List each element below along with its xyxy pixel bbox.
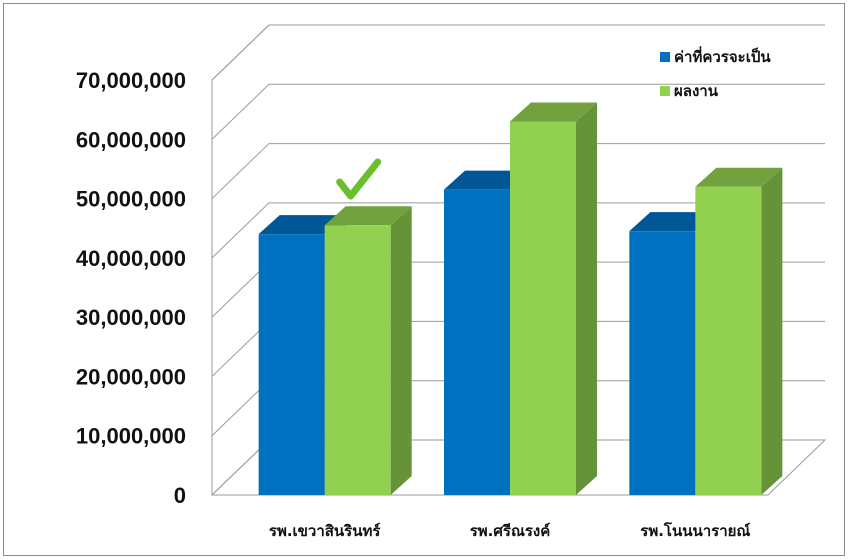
legend-label: ค่าที่ควรจะเป็น xyxy=(674,46,771,66)
y-tick-label: 70,000,000 xyxy=(76,68,186,93)
bar xyxy=(258,234,325,495)
x-tick-label: รพ.ศรีณรงค์ xyxy=(470,522,551,540)
gridline xyxy=(211,83,825,140)
gridline xyxy=(211,202,825,259)
x-tick-label: รพ.โนนนารายณ์ xyxy=(640,521,750,540)
bar-top xyxy=(324,206,412,226)
x-tick-label: รพ.เขวาสินรินทร์ xyxy=(269,522,381,540)
y-tick-label: 20,000,000 xyxy=(76,364,186,389)
bar-top xyxy=(629,212,717,232)
checkmark-icon xyxy=(336,158,382,200)
legend-swatch xyxy=(660,52,670,62)
y-tick-label: 30,000,000 xyxy=(76,305,186,330)
gridline xyxy=(211,143,825,199)
y-axis-top-edge xyxy=(211,24,270,81)
bar-side xyxy=(576,102,597,495)
bar-top xyxy=(258,215,346,235)
y-tick-label: 10,000,000 xyxy=(76,424,186,449)
bar-top xyxy=(444,170,531,190)
legend-swatch xyxy=(660,86,670,96)
bar-side xyxy=(390,206,412,495)
bar xyxy=(629,231,696,495)
bar xyxy=(444,189,510,495)
y-tick-label: 60,000,000 xyxy=(76,127,186,152)
bar xyxy=(695,186,762,495)
bar-top xyxy=(510,102,597,122)
y-tick-label: 50,000,000 xyxy=(76,187,186,212)
bar xyxy=(510,121,576,495)
bar-side xyxy=(761,167,783,495)
bar xyxy=(324,225,391,495)
y-tick-label: 0 xyxy=(174,483,186,508)
legend-label: ผลงาน xyxy=(674,82,719,100)
bar-top xyxy=(695,167,783,187)
y-tick-label: 40,000,000 xyxy=(76,246,186,271)
